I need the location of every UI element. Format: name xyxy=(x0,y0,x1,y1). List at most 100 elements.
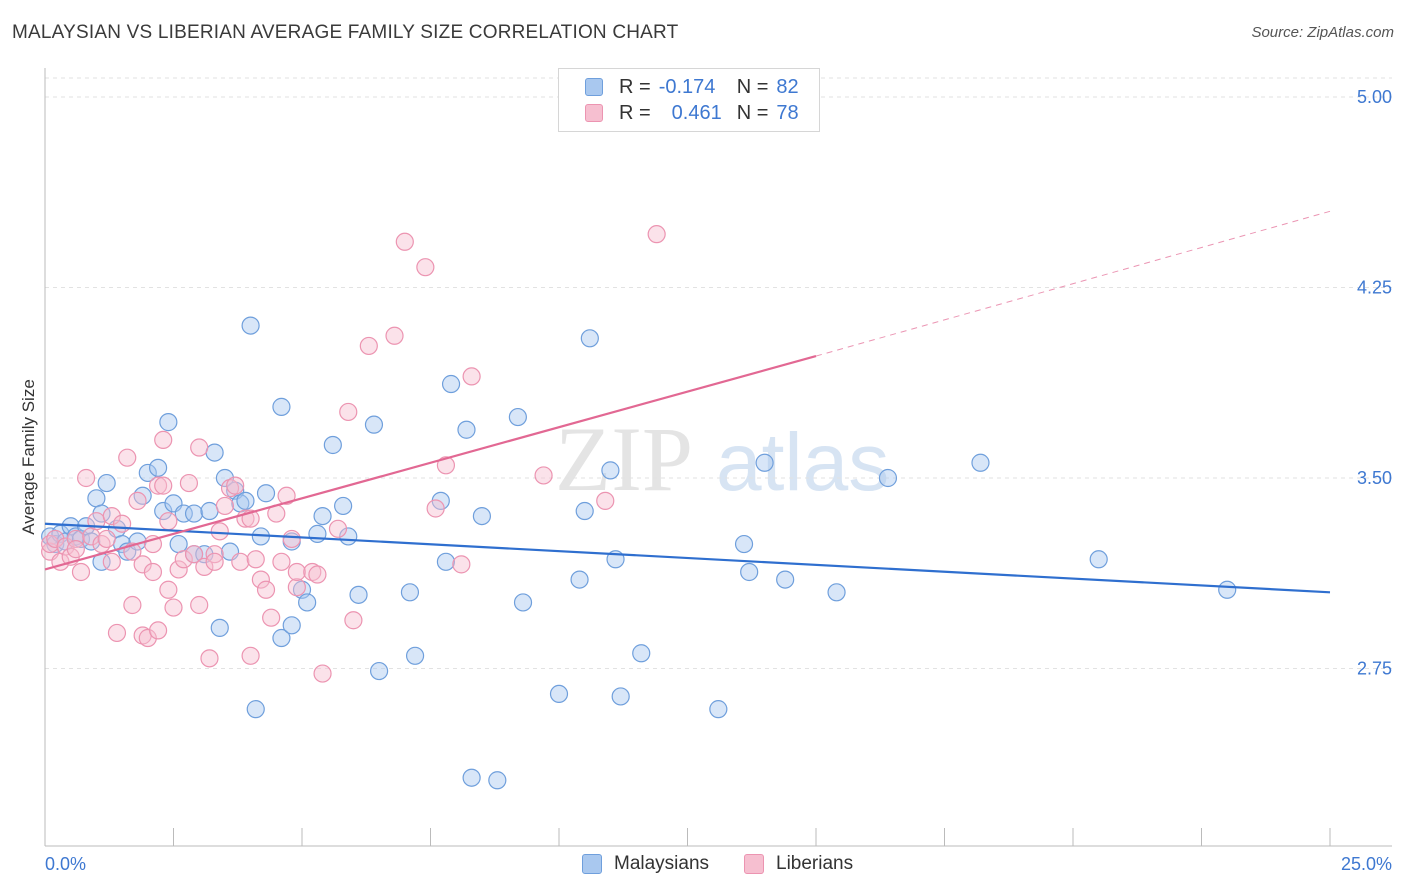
liberian-point xyxy=(41,534,60,554)
liberian-point xyxy=(102,552,121,571)
y-tick-label: 4.25 xyxy=(1357,278,1392,298)
liberian-point xyxy=(133,555,152,574)
malaysian-point xyxy=(508,407,527,427)
malaysians-legend-swatch xyxy=(582,854,602,874)
liberian-point xyxy=(190,595,209,615)
liberians-legend-label: Liberians xyxy=(776,853,854,874)
liberian-point xyxy=(102,506,121,526)
malaysian-point xyxy=(205,443,224,462)
liberian-point xyxy=(97,529,116,549)
liberian-point xyxy=(46,529,65,549)
liberian-point xyxy=(154,476,173,495)
malaysian-point xyxy=(256,484,276,503)
malaysian-point xyxy=(575,501,594,521)
liberian-point xyxy=(148,476,168,495)
y-tick-labels: 2.75 3.50 4.25 5.00 xyxy=(1357,87,1392,679)
malaysian-point xyxy=(513,593,533,612)
malaysian-point xyxy=(755,453,774,472)
malaysian-point xyxy=(200,501,219,521)
malaysian-point xyxy=(215,468,234,488)
malaysian-point xyxy=(436,552,456,571)
malaysian-point xyxy=(154,501,173,521)
malaysian-point xyxy=(159,413,178,432)
liberian-point xyxy=(112,514,132,533)
malaysian-point xyxy=(282,616,301,635)
liberian-point xyxy=(385,326,404,345)
malaysian-point xyxy=(580,329,599,348)
liberian-point xyxy=(231,552,250,571)
malaysian-point xyxy=(87,489,106,508)
malaysian-point xyxy=(462,768,481,787)
liberian-point xyxy=(226,476,245,495)
malaysian-point xyxy=(272,397,291,416)
legend-n-label: N = xyxy=(736,101,769,124)
malaysian-point xyxy=(364,415,384,434)
liberian-point xyxy=(205,545,224,564)
liberian-point xyxy=(596,491,615,510)
liberian-point xyxy=(118,448,137,467)
malaysian-point xyxy=(472,506,491,526)
liberian-point xyxy=(174,550,193,569)
liberian-point xyxy=(426,499,445,518)
liberian-point xyxy=(154,430,173,449)
legend-r-value: -0.174 xyxy=(658,75,716,98)
y-tick-label: 5.00 xyxy=(1357,87,1392,107)
malaysian-point xyxy=(1218,580,1237,599)
liberian-point xyxy=(77,468,96,488)
legend-r-value: 0.461 xyxy=(671,101,722,124)
liberian-point xyxy=(71,562,91,582)
liberian-point xyxy=(169,560,188,579)
chart-source: Source: ZipAtlas.com xyxy=(1251,24,1394,41)
liberian-point xyxy=(534,466,553,485)
liberian-point xyxy=(215,496,234,516)
malaysian-point xyxy=(549,684,569,704)
correlation-legend: R = -0.174 N = 82 R = 0.461 N = 78 xyxy=(558,68,820,132)
liberian-point xyxy=(416,258,435,277)
malaysian-point xyxy=(246,700,265,719)
malaysian-point xyxy=(457,420,476,439)
liberian-point xyxy=(452,555,471,574)
malaysian-point xyxy=(709,700,728,719)
legend-row-liberians: R = 0.461 N = 78 xyxy=(585,101,799,125)
malaysian-point xyxy=(298,593,317,612)
liberian-point xyxy=(195,557,214,577)
malaysian-point xyxy=(174,504,193,523)
malaysian-point xyxy=(740,562,759,582)
malaysian-point xyxy=(184,504,204,523)
liberian-point xyxy=(164,598,183,617)
malaysian-point xyxy=(488,771,507,790)
malaysian-point xyxy=(334,496,353,516)
liberian-point xyxy=(246,550,265,569)
liberian-point xyxy=(262,608,281,627)
legend-r-label: R = xyxy=(619,101,651,124)
liberian-point xyxy=(184,545,204,564)
liberian-point xyxy=(251,570,270,589)
chart-title: MALAYSIAN VS LIBERIAN AVERAGE FAMILY SIZ… xyxy=(12,22,679,43)
y-tick-label: 2.75 xyxy=(1357,659,1392,679)
x-tick-label-min: 0.0% xyxy=(45,854,86,874)
liberian-point xyxy=(205,552,224,571)
legend-r-label: R = xyxy=(619,75,651,98)
malaysians-trendline xyxy=(44,522,1331,594)
malaysian-point xyxy=(169,534,188,554)
x-ticks xyxy=(44,828,1331,846)
liberian-point xyxy=(148,621,168,640)
legend-n-value: 78 xyxy=(776,101,799,124)
bottom-legend-malaysians: Malaysians xyxy=(582,852,709,876)
liberian-point xyxy=(359,336,378,356)
liberians-legend-swatch xyxy=(744,854,764,874)
trendlines xyxy=(44,210,1331,594)
watermark-zip: ZIP xyxy=(555,408,693,510)
liberians-swatch xyxy=(585,104,603,122)
malaysian-point xyxy=(272,628,291,648)
liberian-point xyxy=(344,611,363,630)
liberian-point xyxy=(179,473,199,493)
liberian-point xyxy=(190,438,209,457)
legend-row-malaysians: R = -0.174 N = 82 xyxy=(585,75,799,99)
malaysians-legend-label: Malaysians xyxy=(614,853,710,874)
liberian-point xyxy=(66,529,85,549)
liberian-point xyxy=(200,649,219,668)
liberian-point xyxy=(647,225,666,244)
malaysian-point xyxy=(632,644,651,663)
axes xyxy=(44,68,1392,847)
